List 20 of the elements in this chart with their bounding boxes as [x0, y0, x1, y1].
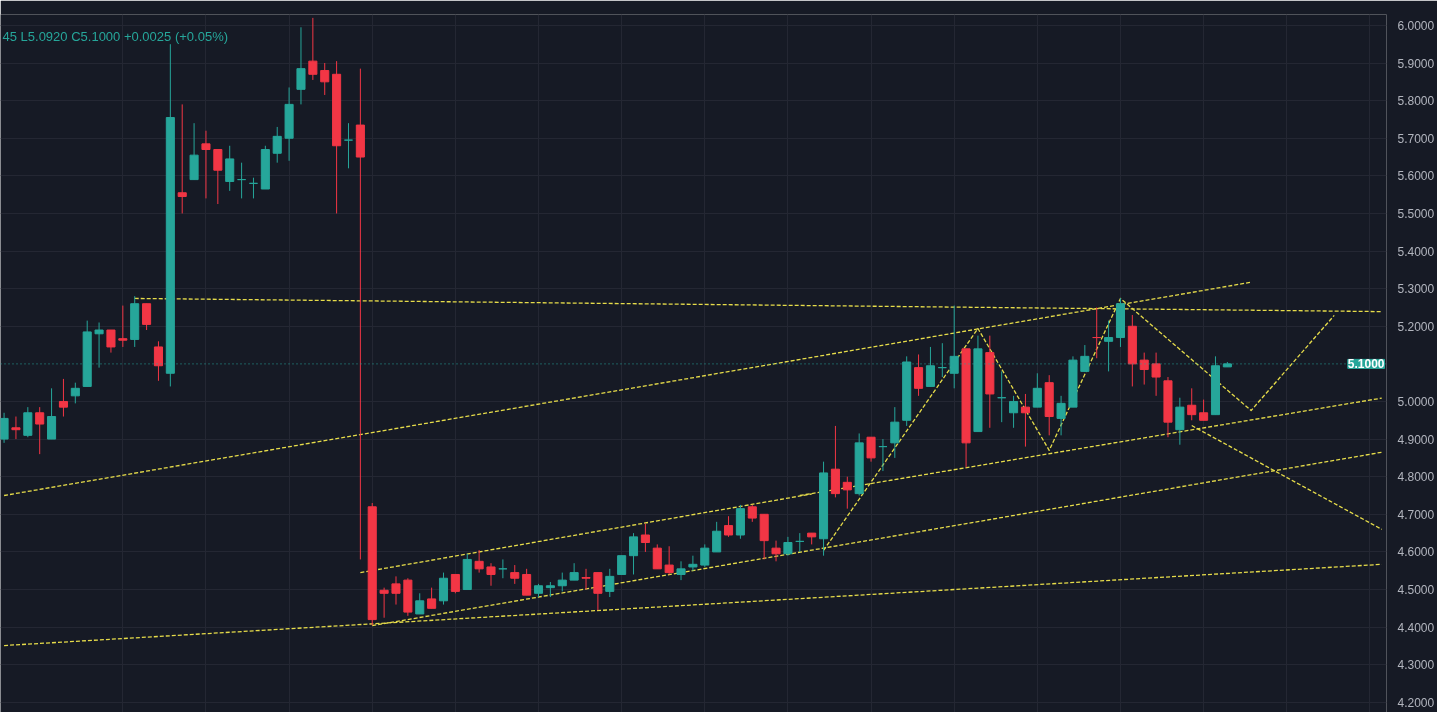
y-tick-label: 4.9000 [1397, 432, 1435, 447]
y-tick-label: 5.6000 [1397, 169, 1435, 184]
annotation: 45 L5.0920 C5.1000 +0.0025 (+0.05%) [2, 29, 229, 44]
y-tick-label: 4.8000 [1397, 470, 1435, 485]
y-tick-label: 4.2000 [1397, 695, 1435, 710]
y-tick-label: 4.6000 [1397, 545, 1435, 560]
y-tick-label: 4.5000 [1397, 583, 1435, 598]
y-tick-label: 5.5000 [1397, 206, 1435, 221]
y-tick-label: 4.3000 [1397, 658, 1435, 673]
y-tick-label: 5.8000 [1397, 94, 1435, 109]
y-tick-label: 6.0000 [1397, 18, 1435, 33]
y-tick-label: 4.7000 [1397, 507, 1435, 522]
ref-line-label: 5.1000 [1347, 357, 1385, 372]
y-tick-label: 5.7000 [1397, 131, 1435, 146]
y-tick-label: 4.4000 [1397, 620, 1435, 635]
y-tick-label: 5.3000 [1397, 282, 1435, 297]
y-tick-label: 5.4000 [1397, 244, 1435, 259]
y-tick-label: 5.9000 [1397, 56, 1435, 71]
y-tick-label: 5.0000 [1397, 394, 1435, 409]
y-tick-label: 5.2000 [1397, 319, 1435, 334]
